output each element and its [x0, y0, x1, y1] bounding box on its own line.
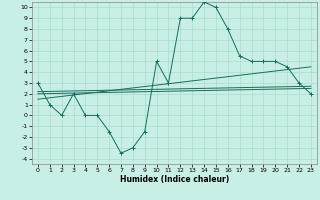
- X-axis label: Humidex (Indice chaleur): Humidex (Indice chaleur): [120, 175, 229, 184]
